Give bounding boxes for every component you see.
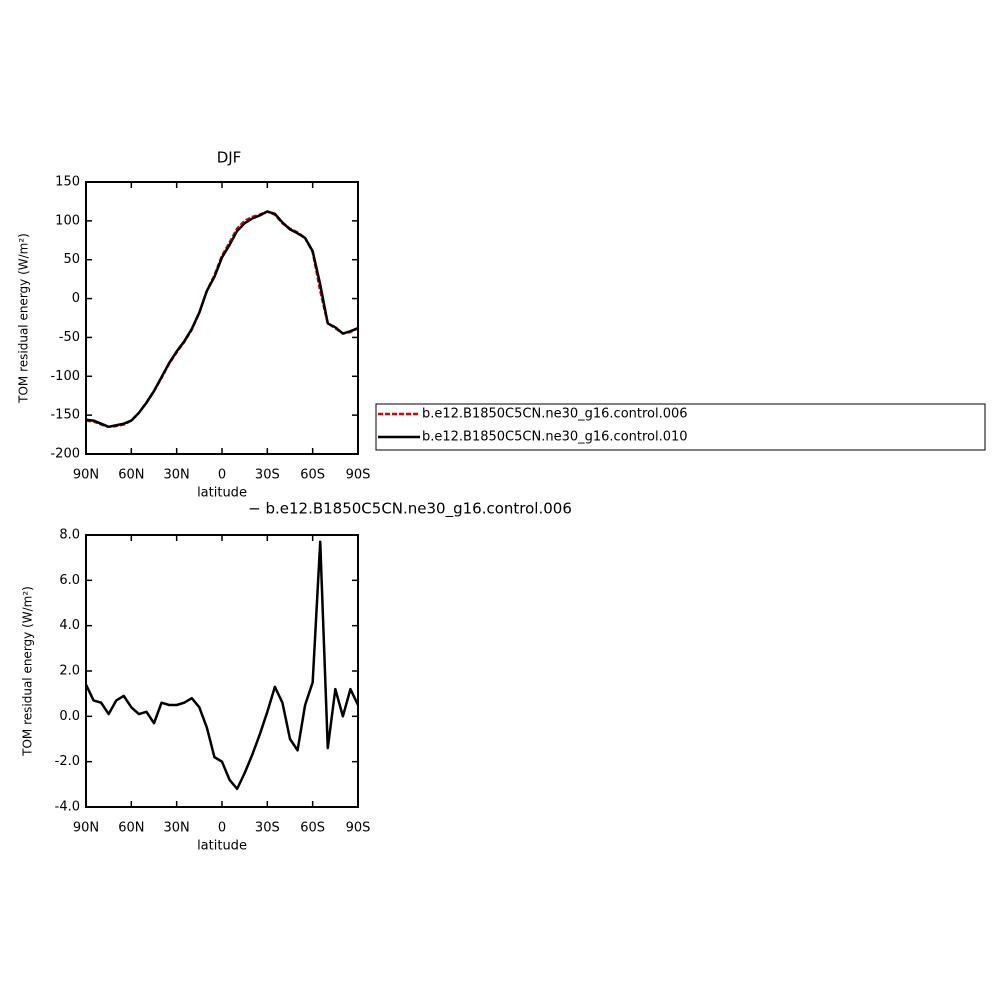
legend-label: b.e12.B1850C5CN.ne30_g16.control.010 bbox=[422, 430, 688, 445]
chart-subtitle: − b.e12.B1850C5CN.ne30_g16.control.006 bbox=[248, 500, 572, 519]
x-tick-label: 60N bbox=[118, 821, 144, 836]
y-tick-label: 8.0 bbox=[59, 528, 80, 543]
x-tick-label: 30S bbox=[255, 821, 280, 836]
y-axis-label: TOM residual energy (W/m²) bbox=[17, 233, 31, 404]
y-tick-label: -2.0 bbox=[55, 754, 80, 769]
x-tick-label: 60S bbox=[300, 468, 325, 483]
y-tick-label: -150 bbox=[50, 408, 80, 423]
legend-box bbox=[375, 403, 986, 451]
y-tick-label: 50 bbox=[63, 252, 80, 267]
x-tick-label: 90N bbox=[73, 468, 99, 483]
y-axis-label: TOM residual energy (W/m²) bbox=[21, 586, 35, 757]
data-line bbox=[85, 210, 359, 429]
y-tick-label: 100 bbox=[55, 213, 80, 228]
x-tick-label: 30N bbox=[164, 821, 190, 836]
x-tick-label: 60N bbox=[118, 468, 144, 483]
y-tick-label: 0 bbox=[72, 291, 80, 306]
chart-title: DJF bbox=[217, 149, 242, 167]
y-tick-label: 0.0 bbox=[59, 709, 80, 724]
y-tick-label: -200 bbox=[50, 447, 80, 462]
y-tick-label: -4.0 bbox=[55, 800, 80, 815]
y-tick-label: 2.0 bbox=[59, 664, 80, 679]
x-axis-label: latitude bbox=[197, 486, 247, 501]
plot-frame bbox=[85, 181, 359, 455]
x-tick-label: 30N bbox=[164, 468, 190, 483]
y-tick-label: -50 bbox=[59, 330, 80, 345]
y-tick-label: 6.0 bbox=[59, 573, 80, 588]
x-tick-label: 0 bbox=[218, 821, 226, 836]
plot-frame bbox=[85, 534, 359, 808]
x-tick-label: 90N bbox=[73, 821, 99, 836]
x-tick-label: 90S bbox=[346, 821, 371, 836]
x-tick-label: 90S bbox=[346, 468, 371, 483]
data-line bbox=[84, 540, 360, 791]
x-axis-label: latitude bbox=[197, 839, 247, 854]
x-tick-label: 0 bbox=[218, 468, 226, 483]
data-line bbox=[85, 210, 359, 429]
y-tick-label: 4.0 bbox=[59, 618, 80, 633]
x-tick-label: 60S bbox=[300, 821, 325, 836]
y-tick-label: 150 bbox=[55, 175, 80, 190]
x-tick-label: 30S bbox=[255, 468, 280, 483]
y-tick-label: -100 bbox=[50, 369, 80, 384]
legend-label: b.e12.B1850C5CN.ne30_g16.control.006 bbox=[422, 407, 688, 422]
